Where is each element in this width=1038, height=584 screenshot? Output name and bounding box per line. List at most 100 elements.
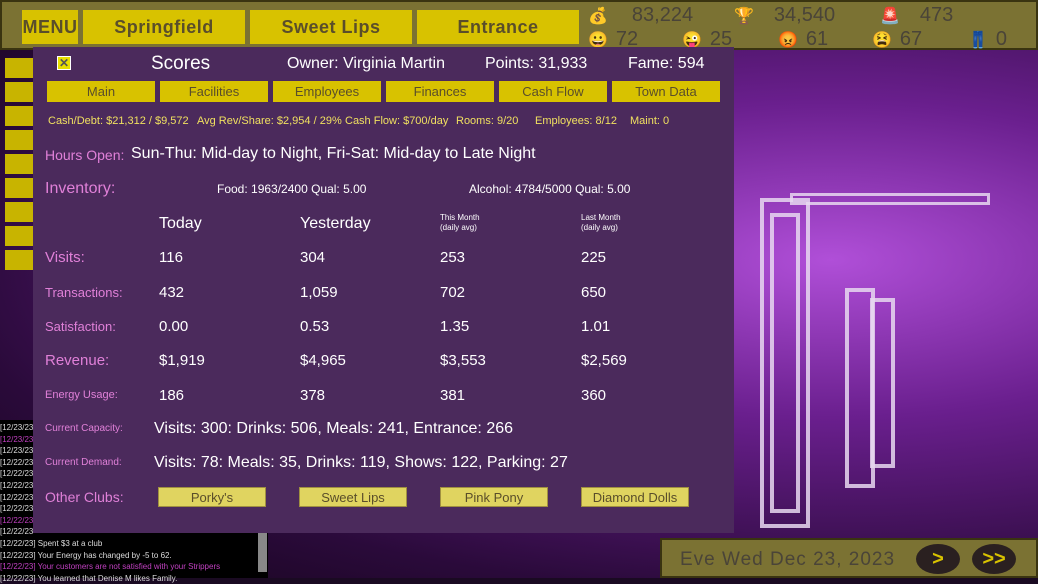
- tab-main[interactable]: Main: [47, 81, 155, 102]
- row-value: 253: [440, 249, 466, 266]
- pants-stat: 👖 0: [968, 28, 1008, 50]
- trophy-icon: 🏆: [734, 7, 754, 25]
- food-inventory: Food: 1963/2400 Qual: 5.00: [217, 182, 367, 196]
- sad-face-icon: 😫: [872, 31, 892, 49]
- row-value: 1.01: [581, 318, 611, 335]
- row-label: Transactions:: [45, 285, 123, 300]
- wink-stat: 😜 25: [682, 28, 733, 50]
- side-button[interactable]: [5, 226, 33, 246]
- log-line: [12/22/23] You learned that Denise M lik…: [0, 573, 178, 583]
- side-button[interactable]: [5, 178, 33, 198]
- date-bar: Eve Wed Dec 23, 2023 > >>: [660, 538, 1038, 578]
- row-value: $3,553: [440, 352, 486, 369]
- tab-finances[interactable]: Finances: [386, 81, 494, 102]
- club-button[interactable]: Sweet Lips: [250, 10, 412, 44]
- cash-flow: Cash Flow: $700/day: [345, 115, 449, 127]
- log-line: [12/22/23: [0, 527, 34, 537]
- log-line: [12/23/23: [0, 434, 34, 444]
- happy-stat: 😀 72: [588, 28, 639, 50]
- col-last-month: Last Month (daily avg): [581, 213, 621, 232]
- log-line: [12/23/23: [0, 446, 34, 456]
- log-line: [12/22/23] Spent $3 at a club: [0, 538, 103, 548]
- town-button[interactable]: Springfield: [83, 10, 245, 44]
- happy-face-icon: 😀: [588, 31, 608, 49]
- side-button[interactable]: [5, 250, 33, 270]
- employees: Employees: 8/12: [535, 115, 617, 127]
- tab-facilities[interactable]: Facilities: [160, 81, 268, 102]
- log-scrollbar[interactable]: [258, 532, 267, 572]
- money-bag-icon: 💰: [588, 7, 608, 25]
- row-label: Visits:: [45, 249, 85, 266]
- demand-label: Current Demand:: [45, 457, 122, 468]
- wink-face-icon: 😜: [682, 31, 702, 49]
- points-label: Points: 31,933: [485, 55, 588, 72]
- entrance-button[interactable]: Entrance: [417, 10, 579, 44]
- side-buttons: [5, 58, 33, 274]
- col-today: Today: [159, 215, 202, 232]
- row-value: $2,569: [581, 352, 627, 369]
- row-value: 432: [159, 284, 185, 301]
- row-value: $1,919: [159, 352, 205, 369]
- row-value: 0.00: [159, 318, 189, 335]
- next-button[interactable]: >: [916, 544, 960, 574]
- row-value: 1.35: [440, 318, 470, 335]
- log-line: [12/22/23: [0, 469, 34, 479]
- side-button[interactable]: [5, 82, 33, 102]
- tab-cash-flow[interactable]: Cash Flow: [499, 81, 607, 102]
- side-button[interactable]: [5, 202, 33, 222]
- fame-label: Fame: 594: [628, 55, 705, 72]
- hours-label: Hours Open:: [45, 147, 125, 163]
- row-value: 0.53: [300, 318, 330, 335]
- row-label: Energy Usage:: [45, 389, 118, 401]
- row-value: 360: [581, 387, 607, 404]
- fast-forward-button[interactable]: >>: [972, 544, 1016, 574]
- side-button[interactable]: [5, 130, 33, 150]
- scores-panel: ✕ Scores Owner: Virginia Martin Points: …: [33, 47, 734, 533]
- avg-rev-share: Avg Rev/Share: $2,954 / 29%: [197, 115, 342, 127]
- club-button[interactable]: Sweet Lips: [299, 487, 407, 507]
- hours-value: Sun-Thu: Mid-day to Night, Fri-Sat: Mid-…: [131, 145, 536, 162]
- alarm-siren-icon: 🚨: [880, 7, 900, 25]
- rooms: Rooms: 9/20: [456, 115, 519, 127]
- tab-employees[interactable]: Employees: [273, 81, 381, 102]
- pants-icon: 👖: [968, 31, 988, 49]
- side-button[interactable]: [5, 154, 33, 174]
- row-value: 702: [440, 284, 466, 301]
- log-line: [12/22/23: [0, 457, 34, 467]
- row-value: 381: [440, 387, 466, 404]
- menu-button[interactable]: MENU: [22, 10, 78, 44]
- row-label: Revenue:: [45, 352, 110, 369]
- alarm-stat: 🚨 473: [880, 4, 954, 26]
- money-stat: 💰 83,224: [588, 4, 694, 26]
- col-yesterday: Yesterday: [300, 215, 371, 232]
- tab-town-data[interactable]: Town Data: [612, 81, 720, 102]
- owner-label: Owner: Virginia Martin: [287, 55, 445, 72]
- log-line: [12/22/23] Your Energy has changed by -5…: [0, 550, 172, 560]
- row-value: $4,965: [300, 352, 346, 369]
- points-stat: 🏆 34,540: [734, 4, 836, 26]
- sad-stat: 😫 67: [872, 28, 923, 50]
- cash-debt: Cash/Debt: $21,312 / $9,572: [48, 115, 189, 127]
- log-line: [12/22/23: [0, 480, 34, 490]
- row-value: 650: [581, 284, 607, 301]
- row-value: 378: [300, 387, 326, 404]
- angry-stat: 😡 61: [778, 28, 829, 50]
- club-button[interactable]: Porky's: [158, 487, 266, 507]
- side-button[interactable]: [5, 106, 33, 126]
- log-line: [12/22/23] Your customers are not satisf…: [0, 562, 221, 572]
- log-line: [12/22/23: [0, 504, 34, 514]
- other-clubs-label: Other Clubs:: [45, 489, 124, 505]
- col-this-month: This Month (daily avg): [440, 213, 480, 232]
- demand-value: Visits: 78: Meals: 35, Drinks: 119, Show…: [154, 454, 568, 471]
- angry-face-icon: 😡: [778, 31, 798, 49]
- side-button[interactable]: [5, 58, 33, 78]
- club-button[interactable]: Diamond Dolls: [581, 487, 689, 507]
- row-value: 304: [300, 249, 326, 266]
- close-button[interactable]: ✕: [57, 56, 71, 70]
- row-value: 225: [581, 249, 607, 266]
- club-button[interactable]: Pink Pony: [440, 487, 548, 507]
- inventory-label: Inventory:: [45, 180, 116, 197]
- top-bar: MENU Springfield Sweet Lips Entrance 💰 83…: [0, 0, 1038, 50]
- current-date: Eve Wed Dec 23, 2023: [680, 549, 896, 570]
- log-line: [12/22/23: [0, 492, 34, 502]
